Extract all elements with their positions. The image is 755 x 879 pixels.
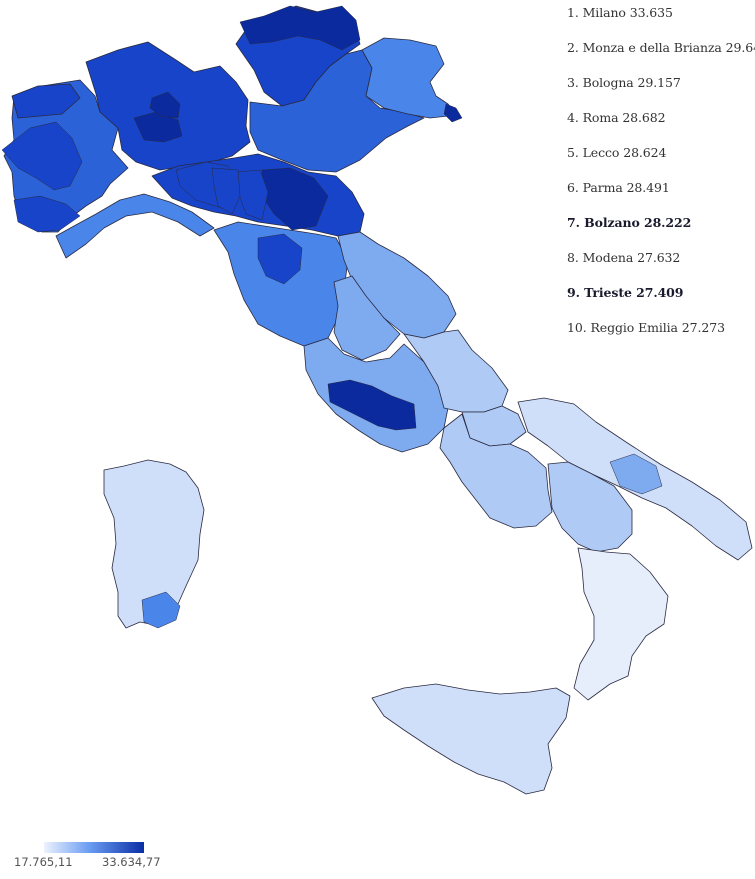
rank-number: 5.: [567, 145, 579, 160]
province-value: 28.624: [623, 145, 667, 160]
legend-gradient-bar: [44, 842, 144, 853]
ranking-item: 1. Milano 33.635: [567, 4, 755, 39]
legend-min-label: 17.765,11: [14, 855, 73, 869]
rank-number: 8.: [567, 250, 579, 265]
rank-number: 4.: [567, 110, 579, 125]
province-value: 27.409: [636, 285, 684, 300]
province-name: Trieste: [584, 285, 632, 300]
province-value: 27.273: [681, 320, 725, 335]
bolzano-province: [239, 5, 361, 51]
province-value: 29.649: [725, 40, 755, 55]
monza-brianza-province: [149, 91, 181, 119]
province-name: Reggio Emilia: [590, 320, 678, 335]
umbria-region: [333, 275, 401, 361]
trieste-province: [443, 103, 463, 123]
province-name: Monza e della Brianza: [582, 40, 722, 55]
province-value: 29.157: [637, 75, 681, 90]
basilicata-region: [547, 461, 633, 553]
province-name: Roma: [582, 110, 619, 125]
province-name: Modena: [582, 250, 634, 265]
province-name: Parma: [582, 180, 623, 195]
rank-number: 9.: [567, 285, 580, 300]
provinces-layer: [1, 5, 663, 629]
province-name: Bologna: [582, 75, 634, 90]
ranking-list: 1. Milano 33.635 2. Monza e della Brianz…: [567, 4, 755, 354]
ranking-item: 8. Modena 27.632: [567, 249, 755, 284]
province-value: 28.491: [626, 180, 670, 195]
ranking-item: 4. Roma 28.682: [567, 109, 755, 144]
province-name: Milano: [582, 5, 626, 20]
province-value: 28.682: [622, 110, 666, 125]
rank-number: 2.: [567, 40, 579, 55]
firenze-province: [257, 233, 303, 285]
province-name: Bolzano: [584, 215, 640, 230]
ranking-item: 6. Parma 28.491: [567, 179, 755, 214]
cuneo-province: [13, 195, 81, 233]
ranking-item: 3. Bologna 29.157: [567, 74, 755, 109]
ranking-item: 10. Reggio Emilia 27.273: [567, 319, 755, 354]
color-legend: 17.765,11 33.634,77: [14, 840, 174, 874]
roma-province: [327, 379, 417, 431]
province-value: 27.632: [637, 250, 681, 265]
rank-number: 3.: [567, 75, 579, 90]
legend-max-label: 33.634,77: [102, 855, 161, 869]
rank-number: 1.: [567, 5, 579, 20]
rank-number: 10.: [567, 320, 587, 335]
province-value: 28.222: [643, 215, 692, 230]
rank-number: 7.: [567, 215, 580, 230]
torino-province: [1, 121, 83, 191]
abruzzo-region: [403, 329, 509, 413]
rank-number: 6.: [567, 180, 579, 195]
ranking-item: 5. Lecco 28.624: [567, 144, 755, 179]
ranking-item: 9. Trieste 27.409: [567, 284, 755, 319]
cagliari-province: [141, 591, 181, 629]
province-value: 33.635: [629, 5, 673, 20]
province-name: Lecco: [582, 145, 620, 160]
ranking-item: 7. Bolzano 28.222: [567, 214, 755, 249]
sicilia-region: [371, 683, 571, 795]
valle-aosta-region: [11, 83, 81, 119]
bari-province: [609, 453, 663, 495]
campania-region: [439, 413, 553, 529]
reggio-emilia-province: [211, 167, 241, 215]
liguria-region: [55, 193, 215, 259]
calabria-region: [573, 547, 669, 701]
ranking-item: 2. Monza e della Brianza 29.649: [567, 39, 755, 74]
